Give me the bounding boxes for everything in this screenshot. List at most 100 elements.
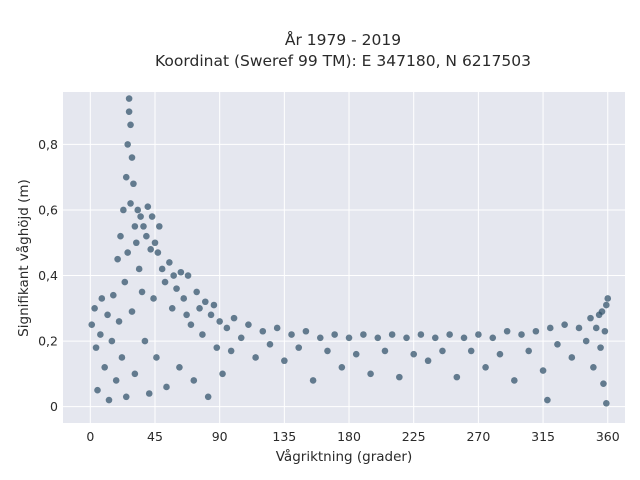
x-tick-label-4: 180 (337, 429, 361, 444)
data-point (582, 337, 590, 345)
data-point (88, 321, 96, 328)
data-point (213, 344, 221, 351)
data-point (193, 288, 200, 296)
data-point (210, 301, 218, 309)
data-point (135, 265, 143, 273)
data-point (199, 331, 206, 338)
data-point (161, 278, 169, 286)
data-point (467, 347, 475, 355)
data-point (170, 272, 177, 279)
y-tick-label-1: 0,2 (38, 334, 58, 349)
x-tick-label-2: 90 (212, 429, 228, 444)
data-point (115, 318, 123, 325)
data-point (118, 354, 126, 361)
data-point (91, 304, 98, 312)
data-point (482, 363, 489, 371)
data-point (568, 354, 576, 361)
data-point (525, 347, 532, 355)
data-point (112, 377, 120, 384)
data-point (98, 295, 106, 302)
data-point (131, 370, 139, 378)
data-point (104, 311, 111, 319)
data-point (137, 213, 144, 220)
data-point (180, 295, 188, 302)
data-point (503, 327, 511, 335)
chart-title-line-1: År 1979 - 2019 (285, 30, 401, 49)
data-point (245, 321, 252, 328)
data-point (125, 108, 133, 115)
data-point (108, 337, 116, 345)
data-point (138, 288, 146, 296)
data-point (122, 173, 130, 181)
data-point (125, 95, 133, 102)
data-point (360, 331, 367, 338)
x-tick-label-7: 315 (531, 429, 555, 444)
data-point (176, 363, 183, 371)
y-tick-label-0: 0 (50, 399, 58, 414)
data-point (131, 223, 139, 230)
data-point (128, 154, 136, 161)
x-tick-label-5: 225 (402, 429, 426, 444)
data-point (207, 311, 215, 319)
data-point (173, 285, 180, 292)
data-point (150, 295, 157, 302)
data-point (590, 363, 597, 371)
data-point (201, 298, 209, 306)
data-point (575, 324, 583, 332)
data-point (143, 232, 150, 240)
x-tick-label-8: 360 (596, 429, 620, 444)
data-point (338, 363, 346, 371)
data-point (227, 347, 235, 355)
data-point (604, 295, 612, 302)
data-point (97, 331, 104, 338)
data-point (511, 377, 518, 384)
data-point (309, 377, 317, 384)
data-point (316, 334, 324, 342)
data-point (140, 223, 147, 230)
data-point (141, 337, 149, 345)
data-point (281, 357, 288, 365)
x-tick-label-0: 0 (86, 429, 94, 444)
data-point (603, 301, 610, 309)
plot-area (63, 92, 625, 423)
data-point (388, 331, 396, 338)
data-point (128, 308, 136, 315)
y-tick-label-4: 0,8 (38, 137, 58, 152)
data-point (230, 314, 238, 322)
data-point (367, 370, 374, 378)
data-point (489, 334, 497, 342)
data-point (219, 370, 226, 378)
data-point (600, 380, 607, 387)
data-point (223, 324, 231, 332)
data-point (496, 350, 504, 358)
data-point (216, 318, 223, 325)
data-point (151, 239, 159, 247)
data-point (302, 327, 310, 335)
x-axis-ticks: 0 45 90 135 180 225 270 315 360 (86, 429, 619, 444)
data-point (554, 341, 561, 348)
data-point (187, 321, 195, 328)
data-point (410, 350, 418, 358)
data-point (94, 386, 101, 394)
data-point (598, 308, 606, 315)
data-point (266, 341, 274, 348)
data-point (439, 347, 446, 355)
data-point (561, 321, 568, 328)
data-point (110, 291, 117, 299)
data-point (101, 363, 108, 371)
data-point (396, 373, 403, 381)
gridlines (63, 92, 625, 423)
y-axis-title: Signifikant våghöjd (m) (15, 179, 32, 337)
data-point (381, 347, 389, 355)
data-point (295, 344, 303, 351)
data-point (592, 324, 600, 332)
data-point (273, 324, 281, 332)
data-point (431, 334, 439, 342)
y-tick-label-2: 0,4 (38, 268, 58, 283)
data-point (163, 383, 170, 391)
data-point (532, 327, 540, 335)
data-point (153, 354, 160, 361)
data-point (184, 272, 192, 279)
data-point (156, 223, 163, 230)
